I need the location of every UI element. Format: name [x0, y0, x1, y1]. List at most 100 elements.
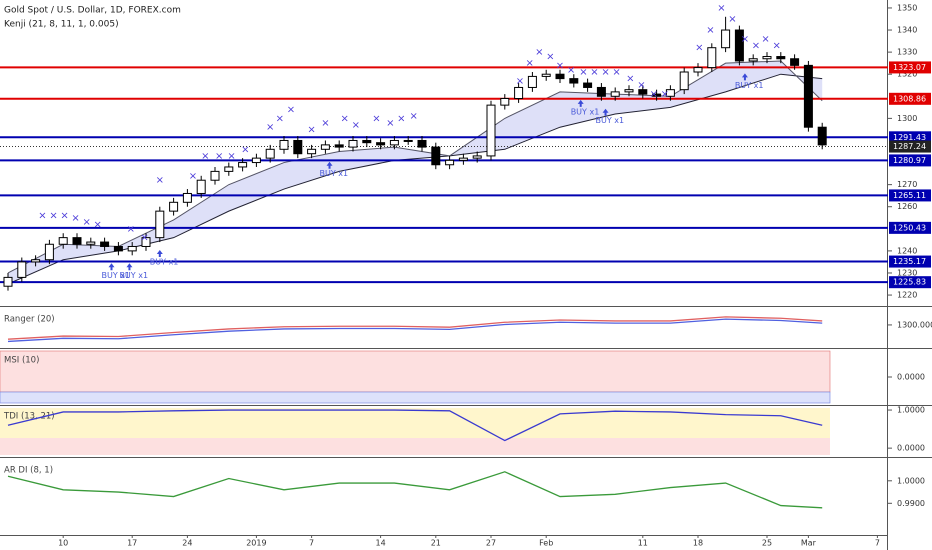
candle-body — [583, 82, 593, 88]
stop-marker: × — [266, 122, 274, 133]
x-tick-label: 11 — [638, 539, 648, 548]
candle-body — [362, 139, 372, 144]
level-label: 1308.86 — [893, 94, 926, 103]
candle-body — [665, 89, 675, 97]
level-tag — [889, 61, 931, 74]
level-label: 1225.83 — [893, 278, 926, 287]
level-tag — [889, 255, 931, 268]
stop-marker: × — [650, 89, 658, 100]
stop-marker: × — [49, 211, 57, 222]
x-tick-label: 2019 — [246, 539, 266, 548]
last-price-tag — [889, 140, 931, 153]
candle-body — [3, 276, 13, 287]
stop-marker: × — [590, 67, 598, 78]
stop-marker: × — [241, 144, 249, 155]
stop-marker: × — [276, 113, 284, 124]
candle-body — [693, 67, 703, 73]
level-label: 1280.97 — [893, 156, 926, 165]
x-tick-label: 18 — [693, 539, 703, 548]
candle-body — [569, 78, 579, 84]
candle-body — [238, 162, 248, 168]
candle-body — [251, 157, 261, 164]
candle-body — [514, 86, 524, 100]
stop-marker: × — [661, 89, 669, 100]
level-tag — [889, 221, 931, 234]
y-tick-label: 0.0000 — [897, 444, 925, 453]
level-label: 1250.43 — [893, 223, 926, 232]
buy-arrow — [326, 161, 333, 169]
y-tick-label: 1220 — [897, 291, 917, 300]
stop-marker: × — [352, 120, 360, 131]
stop-marker: × — [287, 105, 295, 116]
stop-marker: × — [516, 76, 524, 87]
y-tick-label: 1330 — [897, 48, 917, 57]
candle-body — [182, 192, 192, 203]
stop-marker: × — [82, 217, 90, 228]
candle-body — [31, 259, 41, 263]
indicator-line — [7, 409, 823, 442]
stop-marker: × — [579, 67, 587, 78]
level-tag — [889, 92, 931, 105]
candle-body — [707, 47, 717, 69]
stop-marker: × — [637, 80, 645, 91]
pane-title: AR DI (8, 1) — [4, 466, 53, 476]
y-tick-label: 1300 — [897, 114, 917, 123]
stop-marker: × — [546, 52, 554, 63]
candle-body — [127, 245, 137, 252]
candle-body — [403, 139, 413, 142]
stop-marker: × — [772, 40, 780, 51]
candle-body — [679, 71, 689, 91]
chart-title: Gold Spot / U.S. Dollar, 1D, FOREX.com — [4, 6, 181, 16]
stop-marker: × — [201, 151, 209, 162]
candle-body — [334, 144, 344, 148]
indicator-line — [7, 316, 823, 340]
candle-body — [307, 148, 317, 155]
buy-label: BUY x1 — [320, 169, 349, 178]
stop-marker: × — [189, 171, 197, 182]
candle-body — [803, 64, 813, 128]
buy-label: BUY x1 — [571, 107, 600, 116]
x-tick-label: 7 — [309, 539, 314, 548]
candle-body — [500, 98, 510, 106]
stop-marker: × — [567, 65, 575, 76]
candle-body — [458, 157, 468, 161]
y-tick-label: 1.0000 — [897, 406, 925, 415]
y-tick-label: 1260 — [897, 202, 917, 211]
buy-arrow — [126, 263, 133, 271]
stop-marker: × — [601, 67, 609, 78]
tdi-zone — [0, 438, 830, 455]
stop-marker: × — [728, 14, 736, 25]
indicator-line — [7, 471, 823, 509]
stop-marker: × — [695, 43, 703, 54]
stop-marker: × — [60, 211, 68, 222]
y-tick-label: 1270 — [897, 180, 917, 189]
buy-label: BUY x1 — [102, 271, 131, 280]
stop-marker: × — [140, 233, 148, 244]
level-label: 1235.17 — [893, 257, 926, 266]
x-tick-label: 25 — [762, 539, 772, 548]
candle-body — [100, 241, 110, 247]
candle-body — [320, 144, 330, 150]
candle-body — [376, 142, 386, 146]
candle-body — [472, 155, 482, 159]
candle-body — [776, 56, 786, 60]
candle-body — [527, 75, 537, 88]
candle-body — [817, 126, 827, 146]
candle-body — [224, 166, 234, 172]
buy-arrow — [577, 99, 584, 107]
kenji-cloud — [8, 60, 823, 285]
candle-body — [17, 261, 27, 278]
stop-marker: × — [71, 213, 79, 224]
x-tick-label: 21 — [431, 539, 441, 548]
candle-body — [596, 86, 606, 97]
stop-marker: × — [706, 25, 714, 36]
pane-title: MSI (10) — [4, 356, 39, 366]
candle-body — [44, 243, 54, 261]
candle-body — [610, 91, 620, 97]
x-tick-label: Mar — [801, 539, 817, 548]
x-tick-label: 14 — [376, 539, 386, 548]
level-tag — [889, 131, 931, 144]
